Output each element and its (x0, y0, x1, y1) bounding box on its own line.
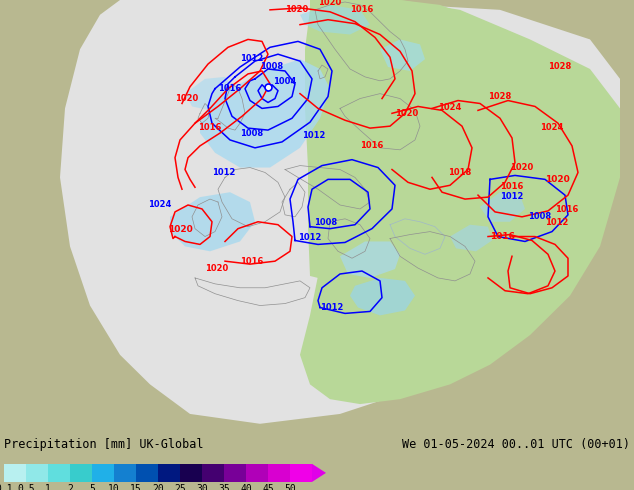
Bar (48, 464, 70, 482)
Polygon shape (340, 242, 400, 278)
Text: 1008: 1008 (260, 62, 283, 71)
Polygon shape (380, 39, 425, 71)
Bar (158, 464, 180, 482)
Text: 1012: 1012 (302, 131, 325, 140)
Text: 1016: 1016 (198, 123, 221, 132)
Text: 1008: 1008 (240, 129, 263, 138)
Bar (26, 464, 48, 482)
Text: 1028: 1028 (548, 62, 571, 71)
Bar (70, 464, 92, 482)
Polygon shape (60, 0, 620, 424)
Bar (224, 464, 246, 482)
Text: 1024: 1024 (540, 123, 564, 132)
Polygon shape (350, 278, 415, 316)
Text: 0.1: 0.1 (0, 484, 13, 490)
Text: 0.5: 0.5 (17, 484, 35, 490)
Text: 25: 25 (174, 484, 186, 490)
Text: 1016: 1016 (218, 84, 242, 93)
Text: 1016: 1016 (360, 141, 384, 150)
Bar (92, 464, 114, 482)
Polygon shape (312, 464, 326, 482)
Text: 45: 45 (262, 484, 274, 490)
Bar (4, 464, 26, 482)
Text: 1012: 1012 (212, 169, 235, 177)
Text: 1016: 1016 (240, 257, 263, 266)
Text: 1020: 1020 (545, 175, 570, 184)
Polygon shape (300, 0, 620, 404)
Text: 1024: 1024 (148, 200, 171, 209)
Text: 1016: 1016 (555, 205, 578, 214)
Text: 1012: 1012 (500, 192, 524, 201)
Text: 1020: 1020 (318, 0, 341, 7)
Text: 1016: 1016 (500, 182, 524, 191)
Bar (136, 464, 158, 482)
Text: 1012: 1012 (298, 233, 321, 243)
Text: 1020: 1020 (168, 224, 193, 234)
Text: 1012: 1012 (320, 303, 344, 313)
Text: 1020: 1020 (175, 94, 198, 102)
Text: 1020: 1020 (395, 109, 418, 118)
Polygon shape (300, 5, 370, 34)
Text: 10: 10 (108, 484, 120, 490)
Text: 1020: 1020 (205, 264, 228, 273)
Text: 1020: 1020 (510, 163, 533, 172)
Text: 20: 20 (152, 484, 164, 490)
Text: 1008: 1008 (528, 212, 551, 221)
Text: 1012: 1012 (240, 54, 263, 63)
Text: 1004: 1004 (273, 77, 296, 86)
Polygon shape (200, 59, 330, 168)
Text: 5: 5 (89, 484, 95, 490)
Text: 15: 15 (130, 484, 142, 490)
Text: 50: 50 (284, 484, 296, 490)
Text: 2: 2 (67, 484, 73, 490)
Bar (180, 464, 202, 482)
Text: 1012: 1012 (545, 218, 568, 227)
Polygon shape (185, 77, 235, 110)
Bar (246, 464, 268, 482)
Bar (202, 464, 224, 482)
Polygon shape (450, 225, 492, 251)
Polygon shape (170, 192, 255, 251)
Text: Precipitation [mm] UK-Global: Precipitation [mm] UK-Global (4, 438, 204, 451)
Bar (290, 464, 312, 482)
Bar (268, 464, 290, 482)
Text: 1024: 1024 (438, 103, 462, 112)
Text: 1020: 1020 (285, 5, 308, 14)
Text: 1: 1 (45, 484, 51, 490)
Text: 1016: 1016 (490, 231, 515, 241)
Polygon shape (480, 192, 525, 222)
Text: We 01-05-2024 00..01 UTC (00+01): We 01-05-2024 00..01 UTC (00+01) (402, 438, 630, 451)
Polygon shape (305, 0, 570, 295)
Text: 40: 40 (240, 484, 252, 490)
Bar (114, 464, 136, 482)
Text: 35: 35 (218, 484, 230, 490)
Text: 1018: 1018 (448, 169, 471, 177)
Text: 1016: 1016 (350, 5, 373, 14)
Text: 1028: 1028 (488, 92, 511, 100)
Text: 30: 30 (196, 484, 208, 490)
Text: 1008: 1008 (314, 218, 337, 227)
